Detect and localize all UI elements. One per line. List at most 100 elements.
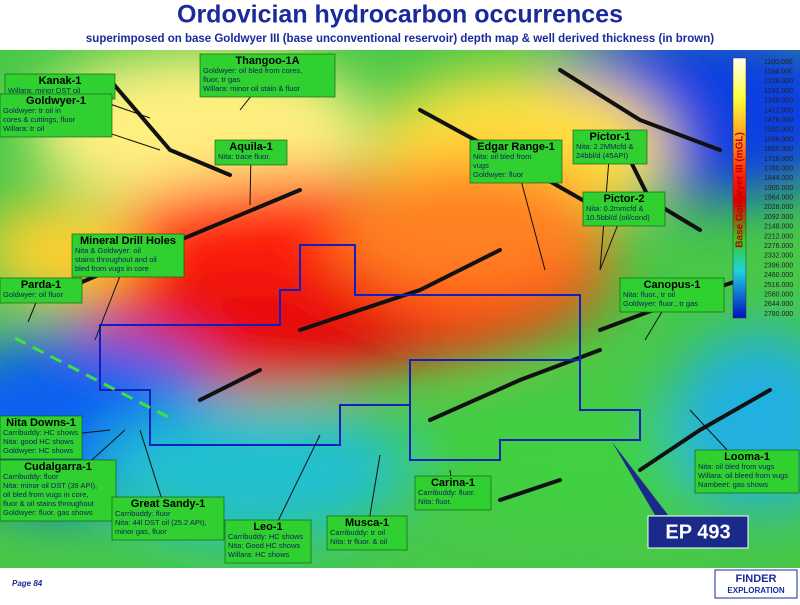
well-note: oil bled from vugs in core,	[3, 490, 88, 499]
well-name: Pictor-1	[590, 131, 631, 143]
color-bar	[732, 57, 747, 319]
logo-text: FINDER	[736, 573, 777, 585]
legend-tick-label: 1100.000	[764, 59, 793, 66]
well-name: Kanak-1	[39, 75, 82, 87]
well-note: stains throughout and oil	[75, 255, 157, 264]
well-note: Carribuddy: HC shows	[228, 532, 303, 541]
legend-tick-label: 1164.000	[764, 69, 793, 76]
legend-tick-label: 2460.000	[764, 272, 793, 279]
legend-tick-label: 1900.000	[764, 185, 793, 192]
legend-tick-label: 2780.000	[764, 311, 793, 318]
legend-tick-label: 2148.000	[764, 224, 793, 231]
well-note: Nita: minor oil DST (39 API),	[3, 481, 97, 490]
legend-tick-label: 1476.000	[764, 117, 793, 124]
well-note: Nita: tr fluor. & oil	[330, 537, 387, 546]
well-name: Looma-1	[724, 451, 770, 463]
callout-box	[224, 519, 312, 564]
well-note: Nita: 44l DST oil (25.2 API),	[115, 518, 207, 527]
callout-box	[414, 475, 492, 511]
well-note: Willara: oil bleed from vugs	[698, 471, 788, 480]
well-note: Carribuddy: tr oil	[330, 528, 385, 537]
well-note: fluor, tr gas	[203, 75, 240, 84]
well-note: Nambeet: gas shows	[698, 480, 768, 489]
well-note: Carribuddy: HC shows	[3, 428, 78, 437]
legend-tick-label: 1844.000	[764, 175, 793, 182]
legend-tick-label: 2092.000	[764, 214, 793, 221]
legend-tick-label: 1780.000	[764, 165, 793, 172]
legend-tick-label: 1716.000	[764, 156, 793, 163]
depth-map	[0, 50, 800, 568]
well-note: Willara: HC shows	[228, 550, 290, 559]
well-note: Nita: Good HC shows	[228, 541, 300, 550]
legend-tick-label: 2396.000	[764, 262, 793, 269]
permit-label: EP 493	[665, 521, 730, 543]
callout-box	[199, 53, 336, 98]
legend-tick-label: 2644.000	[764, 301, 793, 308]
well-name: Leo-1	[253, 521, 282, 533]
well-name: Thangoo-1A	[235, 55, 299, 67]
well-note: Nita: trace fluor.	[218, 152, 271, 161]
well-name: Carina-1	[431, 477, 475, 489]
callout-box	[582, 191, 666, 227]
legend-tick-label: 2332.000	[764, 253, 793, 260]
well-note: Willara: minor DST oil	[8, 86, 81, 95]
well-name: Goldwyer-1	[26, 95, 86, 107]
legend-tick-label: 1660.000	[764, 146, 793, 153]
well-name: Pictor-2	[604, 193, 645, 205]
callout-box	[619, 277, 725, 313]
well-note: Nita: oil bled from vugs	[698, 462, 775, 471]
permit-box	[647, 515, 749, 549]
legend-tick-label: 2028.000	[764, 204, 793, 211]
well-note: Nita: good HC shows	[3, 437, 74, 446]
well-note: Goldwyer: fluor	[473, 170, 524, 179]
well-note: Goldwyer: HC shows	[3, 446, 73, 455]
well-note: vugs	[473, 161, 489, 170]
callout-box	[0, 277, 83, 304]
well-note: Nita: 0.2mmcfd &	[586, 204, 644, 213]
callout-box	[214, 139, 288, 166]
callout-box	[0, 415, 83, 460]
well-note: 24bbl/d (45API)	[576, 151, 629, 160]
well-note: Carribuddy: fluor.	[418, 488, 475, 497]
callout-box	[0, 459, 117, 522]
well-name: Great Sandy-1	[131, 498, 206, 510]
title: Ordovician hydrocarbon occurrences	[177, 1, 623, 29]
well-note: cores & cuttings, fluor	[3, 115, 76, 124]
well-note: Goldwyer: fluor, gas shows	[3, 508, 93, 517]
well-name: Canopus-1	[644, 279, 701, 291]
logo-text: EXPLORATION	[727, 586, 784, 595]
legend-tick-label: 2580.000	[764, 291, 793, 298]
well-name: Edgar Range-1	[477, 141, 555, 153]
well-name: Cudalgarra-1	[24, 461, 92, 473]
well-note: Goldwyer: fluor., tr gas	[623, 299, 698, 308]
well-name: Musca-1	[345, 517, 389, 529]
well-note: Goldwyer: tr oil in	[3, 106, 61, 115]
well-name: Aquila-1	[229, 141, 272, 153]
legend-tick-label: 1532.000	[764, 127, 793, 134]
page-number: Page 84	[12, 579, 43, 588]
legend-tick-label: 1412.000	[764, 107, 793, 114]
callout-box	[71, 233, 185, 278]
logo-box	[714, 569, 798, 599]
callout-box	[0, 93, 113, 138]
well-name: Mineral Drill Holes	[80, 235, 176, 247]
legend-tick-label: 1348.000	[764, 98, 793, 105]
well-note: fluor & oil stains throughout	[3, 499, 95, 508]
well-note: bled from vugs in core	[75, 264, 149, 273]
legend-tick-label: 2516.000	[764, 282, 793, 289]
well-note: Willara: minor oil stain & fluor	[203, 84, 301, 93]
